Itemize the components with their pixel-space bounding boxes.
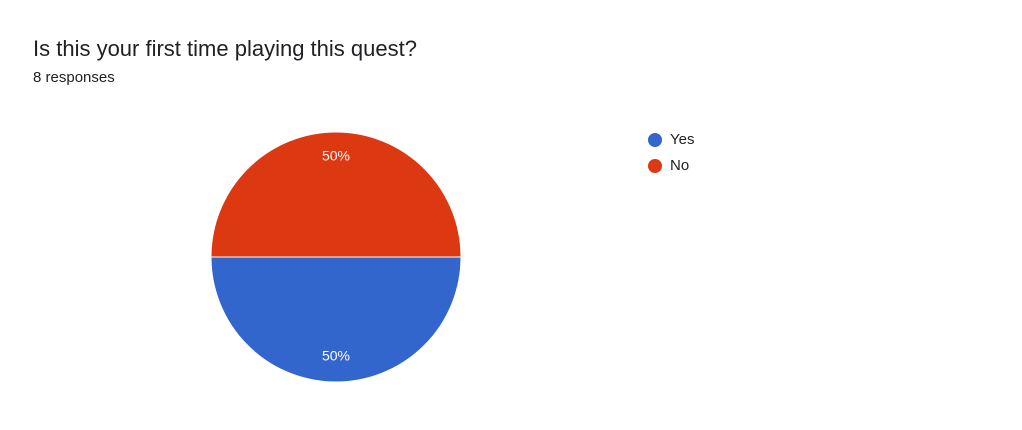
pie-slice xyxy=(210,256,462,383)
chart-title: Is this your first time playing this que… xyxy=(33,36,417,61)
slice-label: 50% xyxy=(322,148,350,164)
legend-label: No xyxy=(670,157,689,174)
chart-subtitle: 8 responses xyxy=(33,69,115,86)
legend-label: Yes xyxy=(670,131,694,148)
slice-label: 50% xyxy=(322,348,350,364)
legend-swatch xyxy=(648,133,662,147)
pie-slice xyxy=(210,131,462,258)
legend-swatch xyxy=(648,159,662,173)
